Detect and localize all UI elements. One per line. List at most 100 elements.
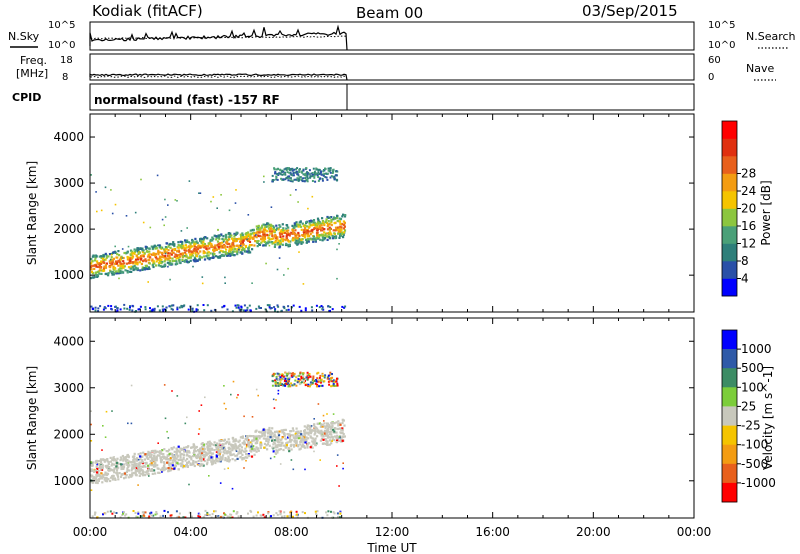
scatter-cell: [178, 261, 181, 264]
scatter-cell: [307, 383, 310, 386]
scatter-cell: [314, 382, 317, 385]
scatter-cell: [137, 511, 140, 514]
scatter-cell: [174, 263, 177, 266]
scatter-cell: [258, 435, 261, 438]
scatter-cell: [247, 440, 250, 443]
scatter-cell: [177, 253, 180, 257]
scatter-cell: [99, 460, 102, 463]
scatter-cell: [339, 230, 342, 233]
scatter-cell: [336, 434, 339, 437]
scatter-cell: [152, 514, 155, 517]
scatter-cell: [336, 248, 338, 251]
scatter-cell: [296, 239, 300, 242]
scatter-cell: [299, 443, 302, 446]
scatter-cell: [293, 440, 296, 443]
scatter-cell: [185, 246, 188, 249]
scatter-cell: [105, 254, 108, 257]
scatter-cell: [264, 437, 267, 440]
scatter-cell: [320, 437, 324, 440]
scatter-cell: [164, 417, 167, 420]
scatter-cell: [208, 451, 211, 454]
scatter-cell: [227, 438, 230, 441]
scatter-cell: [274, 435, 277, 438]
scatter-cell: [135, 266, 138, 269]
scatter-cell: [107, 469, 110, 472]
scatter-cell: [323, 169, 326, 172]
scatter-cell: [147, 465, 150, 469]
scatter-cell: [204, 245, 207, 249]
scatter-cell: [223, 468, 226, 470]
scatter-cell: [295, 436, 299, 439]
scatter-cell: [124, 459, 128, 463]
scatter-cell: [283, 432, 286, 435]
scatter-cell: [113, 272, 116, 275]
scatter-cell: [164, 252, 167, 255]
scatter-cell: [151, 472, 154, 475]
scatter-cell: [218, 442, 221, 445]
scatter-cell: [234, 443, 237, 446]
scatter-cell: [286, 374, 289, 377]
colorbar-segment: [722, 425, 737, 445]
scatter-cell: [147, 266, 150, 269]
beam-title: Beam 00: [356, 4, 423, 22]
scatter-cell: [264, 308, 267, 311]
scatter-cell: [215, 442, 219, 445]
scatter-cell: [139, 269, 142, 272]
scatter-cell: [184, 248, 187, 251]
scatter-cell: [153, 452, 156, 455]
scatter-cell: [341, 429, 344, 432]
scatter-cell: [240, 245, 243, 248]
scatter-cell: [209, 257, 212, 260]
scatter-cell: [118, 472, 121, 475]
scatter-cell: [277, 432, 280, 435]
scatter-cell: [327, 233, 330, 236]
scatter-cell: [128, 460, 131, 463]
y-tick-label: 2000: [53, 427, 84, 441]
scatter-cell: [253, 235, 257, 238]
scatter-cell: [169, 246, 172, 249]
scatter-cell: [262, 234, 265, 238]
scatter-cell: [230, 443, 233, 446]
scatter-cell: [195, 246, 198, 249]
scatter-cell: [167, 450, 170, 453]
scatter-cell: [229, 250, 232, 253]
scatter-cell: [263, 442, 267, 445]
scatter-cell: [329, 377, 332, 380]
scatter-cell: [292, 429, 295, 432]
scatter-cell: [282, 227, 285, 230]
scatter-cell: [270, 515, 272, 518]
scatter-cell: [223, 246, 226, 249]
scatter-cell: [332, 511, 335, 514]
scatter-cell: [137, 258, 140, 261]
scatter-cell: [256, 230, 259, 233]
scatter-cell: [184, 244, 187, 247]
scatter-cell: [183, 446, 186, 449]
scatter-cell: [303, 434, 307, 438]
scatter-cell: [298, 169, 301, 172]
scatter-cell: [102, 308, 105, 311]
scatter-cell: [109, 266, 112, 269]
scatter-cell: [285, 176, 288, 179]
scatter-cell: [247, 231, 250, 234]
scatter-cell: [212, 248, 215, 251]
scatter-cell: [262, 437, 265, 440]
scatter-cell: [274, 451, 276, 454]
scatter-cell: [166, 430, 168, 433]
scatter-cell: [321, 384, 324, 387]
scatter-cell: [261, 430, 264, 433]
scatter-cell: [156, 174, 159, 177]
scatter-cell: [326, 172, 329, 175]
scatter-cell: [212, 196, 215, 198]
scatter-cell: [306, 428, 309, 431]
scatter-cell: [161, 467, 164, 470]
scatter-cell: [133, 452, 136, 455]
scatter-cell: [157, 264, 160, 267]
scatter-cell: [293, 383, 296, 386]
scatter-cell: [317, 430, 320, 433]
scatter-cell: [341, 233, 344, 236]
scatter-cell: [168, 260, 171, 263]
scatter-cell: [174, 461, 177, 464]
scatter-cell: [179, 240, 182, 243]
scatter-cell: [175, 260, 178, 263]
